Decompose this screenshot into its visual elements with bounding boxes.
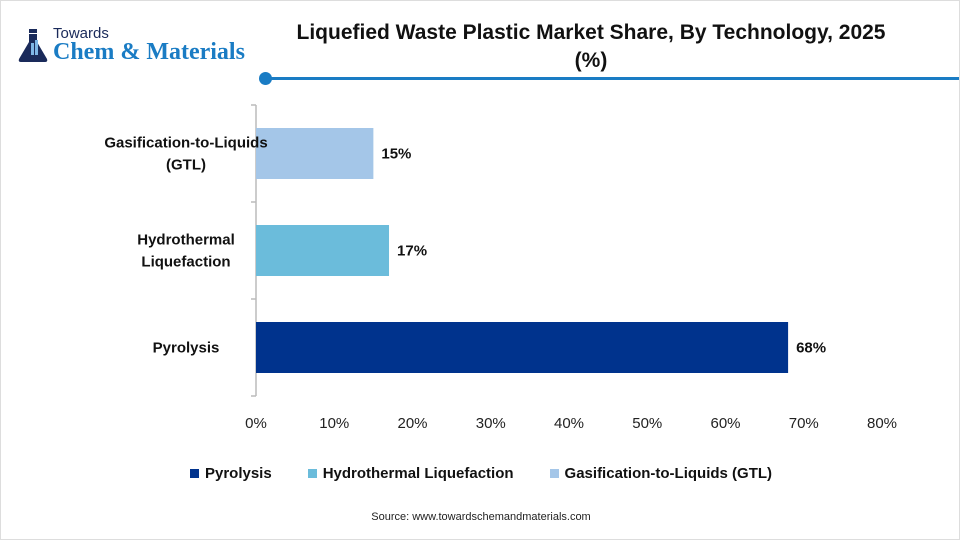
logo-line2: Chem & Materials [53, 39, 245, 65]
legend-item: Pyrolysis [189, 465, 272, 482]
legend-label: Pyrolysis [204, 465, 272, 482]
x-tick-label: 20% [397, 415, 427, 432]
legend-swatch [549, 469, 559, 478]
legend-label: Gasification-to-Liquids (GTL) [564, 465, 773, 482]
legend: Pyrolysis Hydrothermal Liquefaction Gasifi… [1, 465, 959, 482]
title-rule-dot [259, 72, 272, 85]
data-label: 15% [381, 146, 411, 163]
category-label: Liquefaction [141, 254, 230, 271]
x-tick-label: 10% [319, 415, 349, 432]
bar-hydrothermal-liquefaction [256, 225, 390, 276]
data-label: 68% [796, 340, 826, 357]
x-tick-label: 70% [789, 415, 819, 432]
source-note: Source: www.towardschemandmaterials.com [371, 511, 591, 523]
category-label: Pyrolysis [153, 340, 220, 357]
x-tick-label: 0% [245, 415, 267, 432]
legend-swatch [307, 469, 317, 478]
chart-title: Liquefied Waste Plastic Market Share, By… [296, 21, 886, 72]
legend-item: Gasification-to-Liquids (GTL) [549, 465, 773, 482]
legend-item: Hydrothermal Liquefaction [307, 465, 514, 482]
category-label: (GTL) [166, 157, 206, 174]
data-label: 17% [397, 243, 427, 260]
category-label: Gasification-to-Liquids [104, 135, 267, 152]
bar-pyrolysis [256, 322, 789, 373]
flask-icon [18, 29, 48, 62]
bar-chart: 15% Gasification-to-Liquids (GTL) 17% Hydrot… [104, 104, 897, 432]
x-tick-label: 50% [632, 415, 662, 432]
x-tick-label: 80% [867, 415, 897, 432]
legend-swatch [189, 469, 199, 478]
x-tick-label: 60% [710, 415, 740, 432]
legend-label: Hydrothermal Liquefaction [322, 465, 514, 482]
x-tick-label: 40% [554, 415, 584, 432]
title-rule [271, 77, 959, 80]
bar-gasification-to-liquids-gtl- [256, 128, 374, 179]
logo-line1: Towards [53, 25, 109, 42]
x-tick-label: 30% [476, 415, 506, 432]
category-label: Hydrothermal [137, 232, 235, 249]
